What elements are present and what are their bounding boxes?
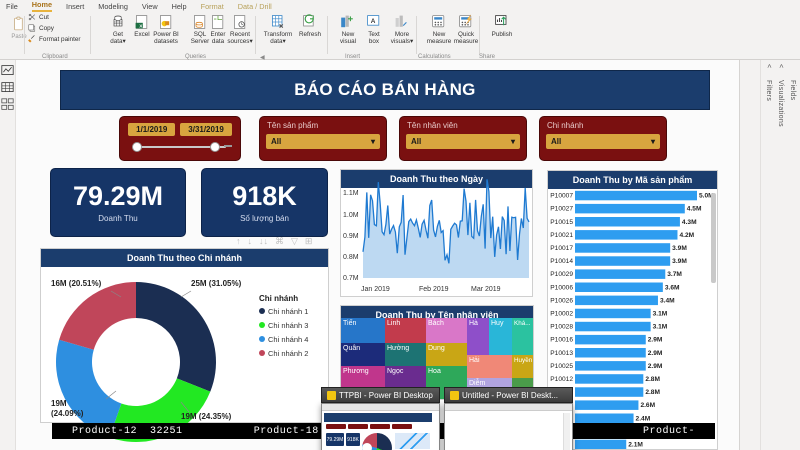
svg-text:P10016: P10016	[550, 337, 573, 344]
svg-text:P10017: P10017	[550, 245, 573, 252]
svg-text:A: A	[371, 18, 376, 25]
svg-text:P10025: P10025	[550, 363, 573, 370]
svg-text:P10007: P10007	[550, 193, 573, 200]
svg-text:2.8M: 2.8M	[645, 389, 660, 396]
svg-text:4.5M: 4.5M	[687, 206, 702, 213]
svg-text:4.2M: 4.2M	[679, 232, 694, 239]
svg-text:3.9M: 3.9M	[672, 245, 687, 252]
svg-text:3.4M: 3.4M	[660, 297, 675, 304]
svg-text:3.1M: 3.1M	[653, 324, 668, 331]
svg-text:2.8M: 2.8M	[645, 376, 660, 383]
svg-text:P10006: P10006	[550, 284, 573, 291]
svg-text:2.4M: 2.4M	[636, 415, 651, 422]
svg-text:P10013: P10013	[550, 350, 573, 357]
svg-text:2.9M: 2.9M	[648, 350, 663, 357]
svg-text:P10028: P10028	[550, 324, 573, 331]
svg-text:P10002: P10002	[550, 310, 573, 317]
svg-text:3.1M: 3.1M	[653, 310, 668, 317]
svg-text:P10021: P10021	[550, 232, 573, 239]
svg-text:3.6M: 3.6M	[665, 284, 680, 291]
svg-text:2.9M: 2.9M	[648, 363, 663, 370]
svg-text:P10015: P10015	[550, 219, 573, 226]
svg-text:4.3M: 4.3M	[682, 219, 697, 226]
svg-text:3.7M: 3.7M	[667, 271, 682, 278]
svg-text:2.1M: 2.1M	[628, 441, 643, 448]
svg-text:P10029: P10029	[550, 271, 573, 278]
svg-text:3.9M: 3.9M	[672, 258, 687, 265]
svg-text:P10014: P10014	[550, 258, 573, 265]
svg-text:P10026: P10026	[550, 297, 573, 304]
svg-text:2.6M: 2.6M	[640, 402, 655, 409]
svg-text:P10027: P10027	[550, 206, 573, 213]
svg-text:P10012: P10012	[550, 376, 573, 383]
svg-text:2.9M: 2.9M	[648, 337, 663, 344]
